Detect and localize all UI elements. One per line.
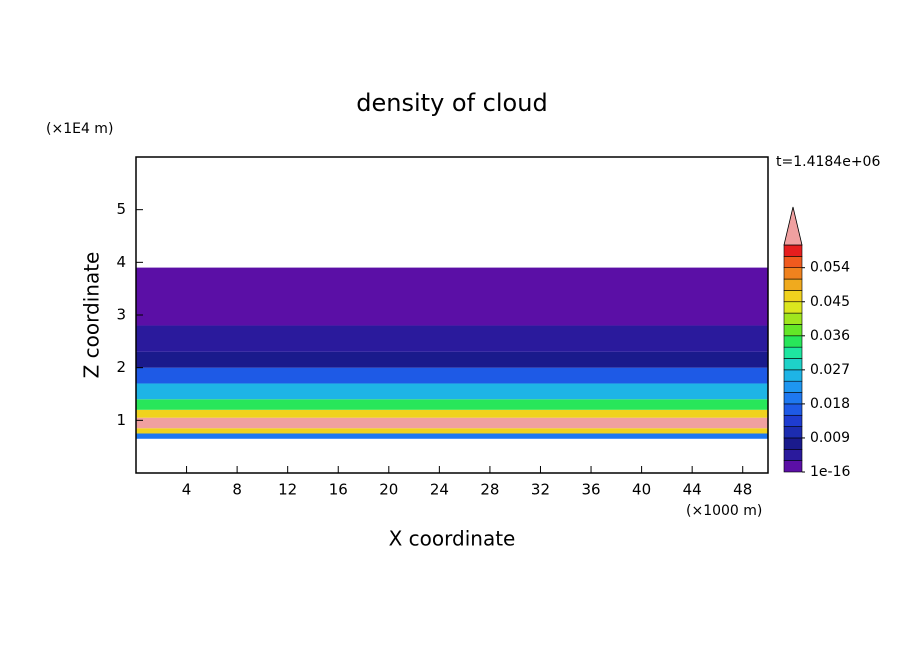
colorbar-segment bbox=[783, 346, 803, 359]
contour-band bbox=[136, 409, 768, 418]
colorbar-segment bbox=[783, 256, 803, 269]
contour-band bbox=[136, 399, 768, 410]
x-tick-label: 20 bbox=[379, 481, 398, 499]
contour-band bbox=[136, 367, 768, 384]
x-unit: (×1000 m) bbox=[686, 503, 762, 519]
colorbar-segment bbox=[783, 244, 803, 257]
x-tick-label: 8 bbox=[232, 481, 242, 499]
time-annotation: t=1.4184e+06 bbox=[776, 154, 880, 170]
colorbar-segment bbox=[783, 358, 803, 371]
y-tick-label: 2 bbox=[116, 358, 126, 376]
colorbar-segment bbox=[783, 414, 803, 427]
colorbar-segment bbox=[783, 312, 803, 325]
contour-band bbox=[136, 351, 768, 368]
colorbar-segment bbox=[783, 324, 803, 337]
field bbox=[136, 267, 768, 439]
x-axis-label: X coordinate bbox=[389, 527, 516, 551]
x-tick-label: 32 bbox=[531, 481, 550, 499]
y-tick-label: 4 bbox=[116, 253, 126, 271]
colorbar-segment bbox=[783, 290, 803, 303]
chart-title: density of cloud bbox=[356, 89, 547, 117]
colorbar-segment bbox=[783, 437, 803, 450]
colorbar-segment bbox=[783, 448, 803, 461]
colorbar-segment bbox=[783, 426, 803, 439]
contour-band bbox=[136, 417, 768, 429]
x-tick-label: 12 bbox=[278, 481, 297, 499]
x-tick-label: 36 bbox=[581, 481, 600, 499]
colorbar-tick-label: 0.036 bbox=[810, 328, 850, 344]
contour-band bbox=[136, 267, 768, 326]
colorbar-tick-label: 0.045 bbox=[810, 294, 850, 310]
colorbar-segment bbox=[783, 278, 803, 291]
x-tick-label: 24 bbox=[430, 481, 449, 499]
colorbar-segment bbox=[783, 403, 803, 416]
colorbar-segment bbox=[783, 301, 803, 314]
y-axis-label: Z coordinate bbox=[80, 252, 104, 379]
colorbar-segment bbox=[783, 267, 803, 280]
contour-band bbox=[136, 433, 768, 439]
colorbar-segment bbox=[783, 380, 803, 393]
colorbar-tick-label: 0.009 bbox=[810, 430, 850, 446]
x-tick-label: 40 bbox=[632, 481, 651, 499]
x-tick-label: 4 bbox=[182, 481, 192, 499]
colorbar-segment bbox=[783, 392, 803, 405]
contour-band bbox=[136, 383, 768, 400]
x-tick-label: 48 bbox=[733, 481, 752, 499]
colorbar-tick-label: 0.027 bbox=[810, 362, 850, 378]
colorbar-tick-label: 0.054 bbox=[810, 260, 850, 276]
y-tick-label: 1 bbox=[116, 411, 126, 429]
colorbar-segment bbox=[783, 369, 803, 382]
colorbar-segment bbox=[783, 460, 803, 473]
y-tick-label: 5 bbox=[116, 200, 126, 218]
contour-band bbox=[136, 428, 768, 434]
colorbar-tick-label: 0.018 bbox=[810, 396, 850, 412]
y-tick-label: 3 bbox=[116, 306, 126, 324]
x-tick-label: 28 bbox=[480, 481, 499, 499]
colorbar-overflow bbox=[783, 206, 803, 246]
x-tick-label: 16 bbox=[329, 481, 348, 499]
y-unit: (×1E4 m) bbox=[46, 121, 113, 137]
colorbar-tick-label: 1e-16 bbox=[810, 464, 850, 480]
contour-band bbox=[136, 325, 768, 352]
colorbar-segment bbox=[783, 335, 803, 348]
x-tick-label: 44 bbox=[683, 481, 702, 499]
